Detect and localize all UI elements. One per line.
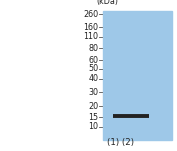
Text: 20: 20 bbox=[88, 102, 98, 111]
Text: 15: 15 bbox=[88, 113, 98, 122]
Text: 160: 160 bbox=[83, 23, 98, 32]
Text: 110: 110 bbox=[83, 32, 98, 42]
Text: 40: 40 bbox=[88, 74, 98, 83]
Text: (kDa): (kDa) bbox=[96, 0, 118, 6]
Text: 260: 260 bbox=[83, 10, 98, 19]
Bar bbox=[103, 11, 172, 140]
Text: 30: 30 bbox=[88, 88, 98, 97]
Text: (1) (2): (1) (2) bbox=[107, 138, 134, 147]
Text: 10: 10 bbox=[88, 122, 98, 131]
Text: 60: 60 bbox=[88, 56, 98, 65]
Text: 50: 50 bbox=[88, 64, 98, 73]
Text: 80: 80 bbox=[88, 43, 98, 53]
